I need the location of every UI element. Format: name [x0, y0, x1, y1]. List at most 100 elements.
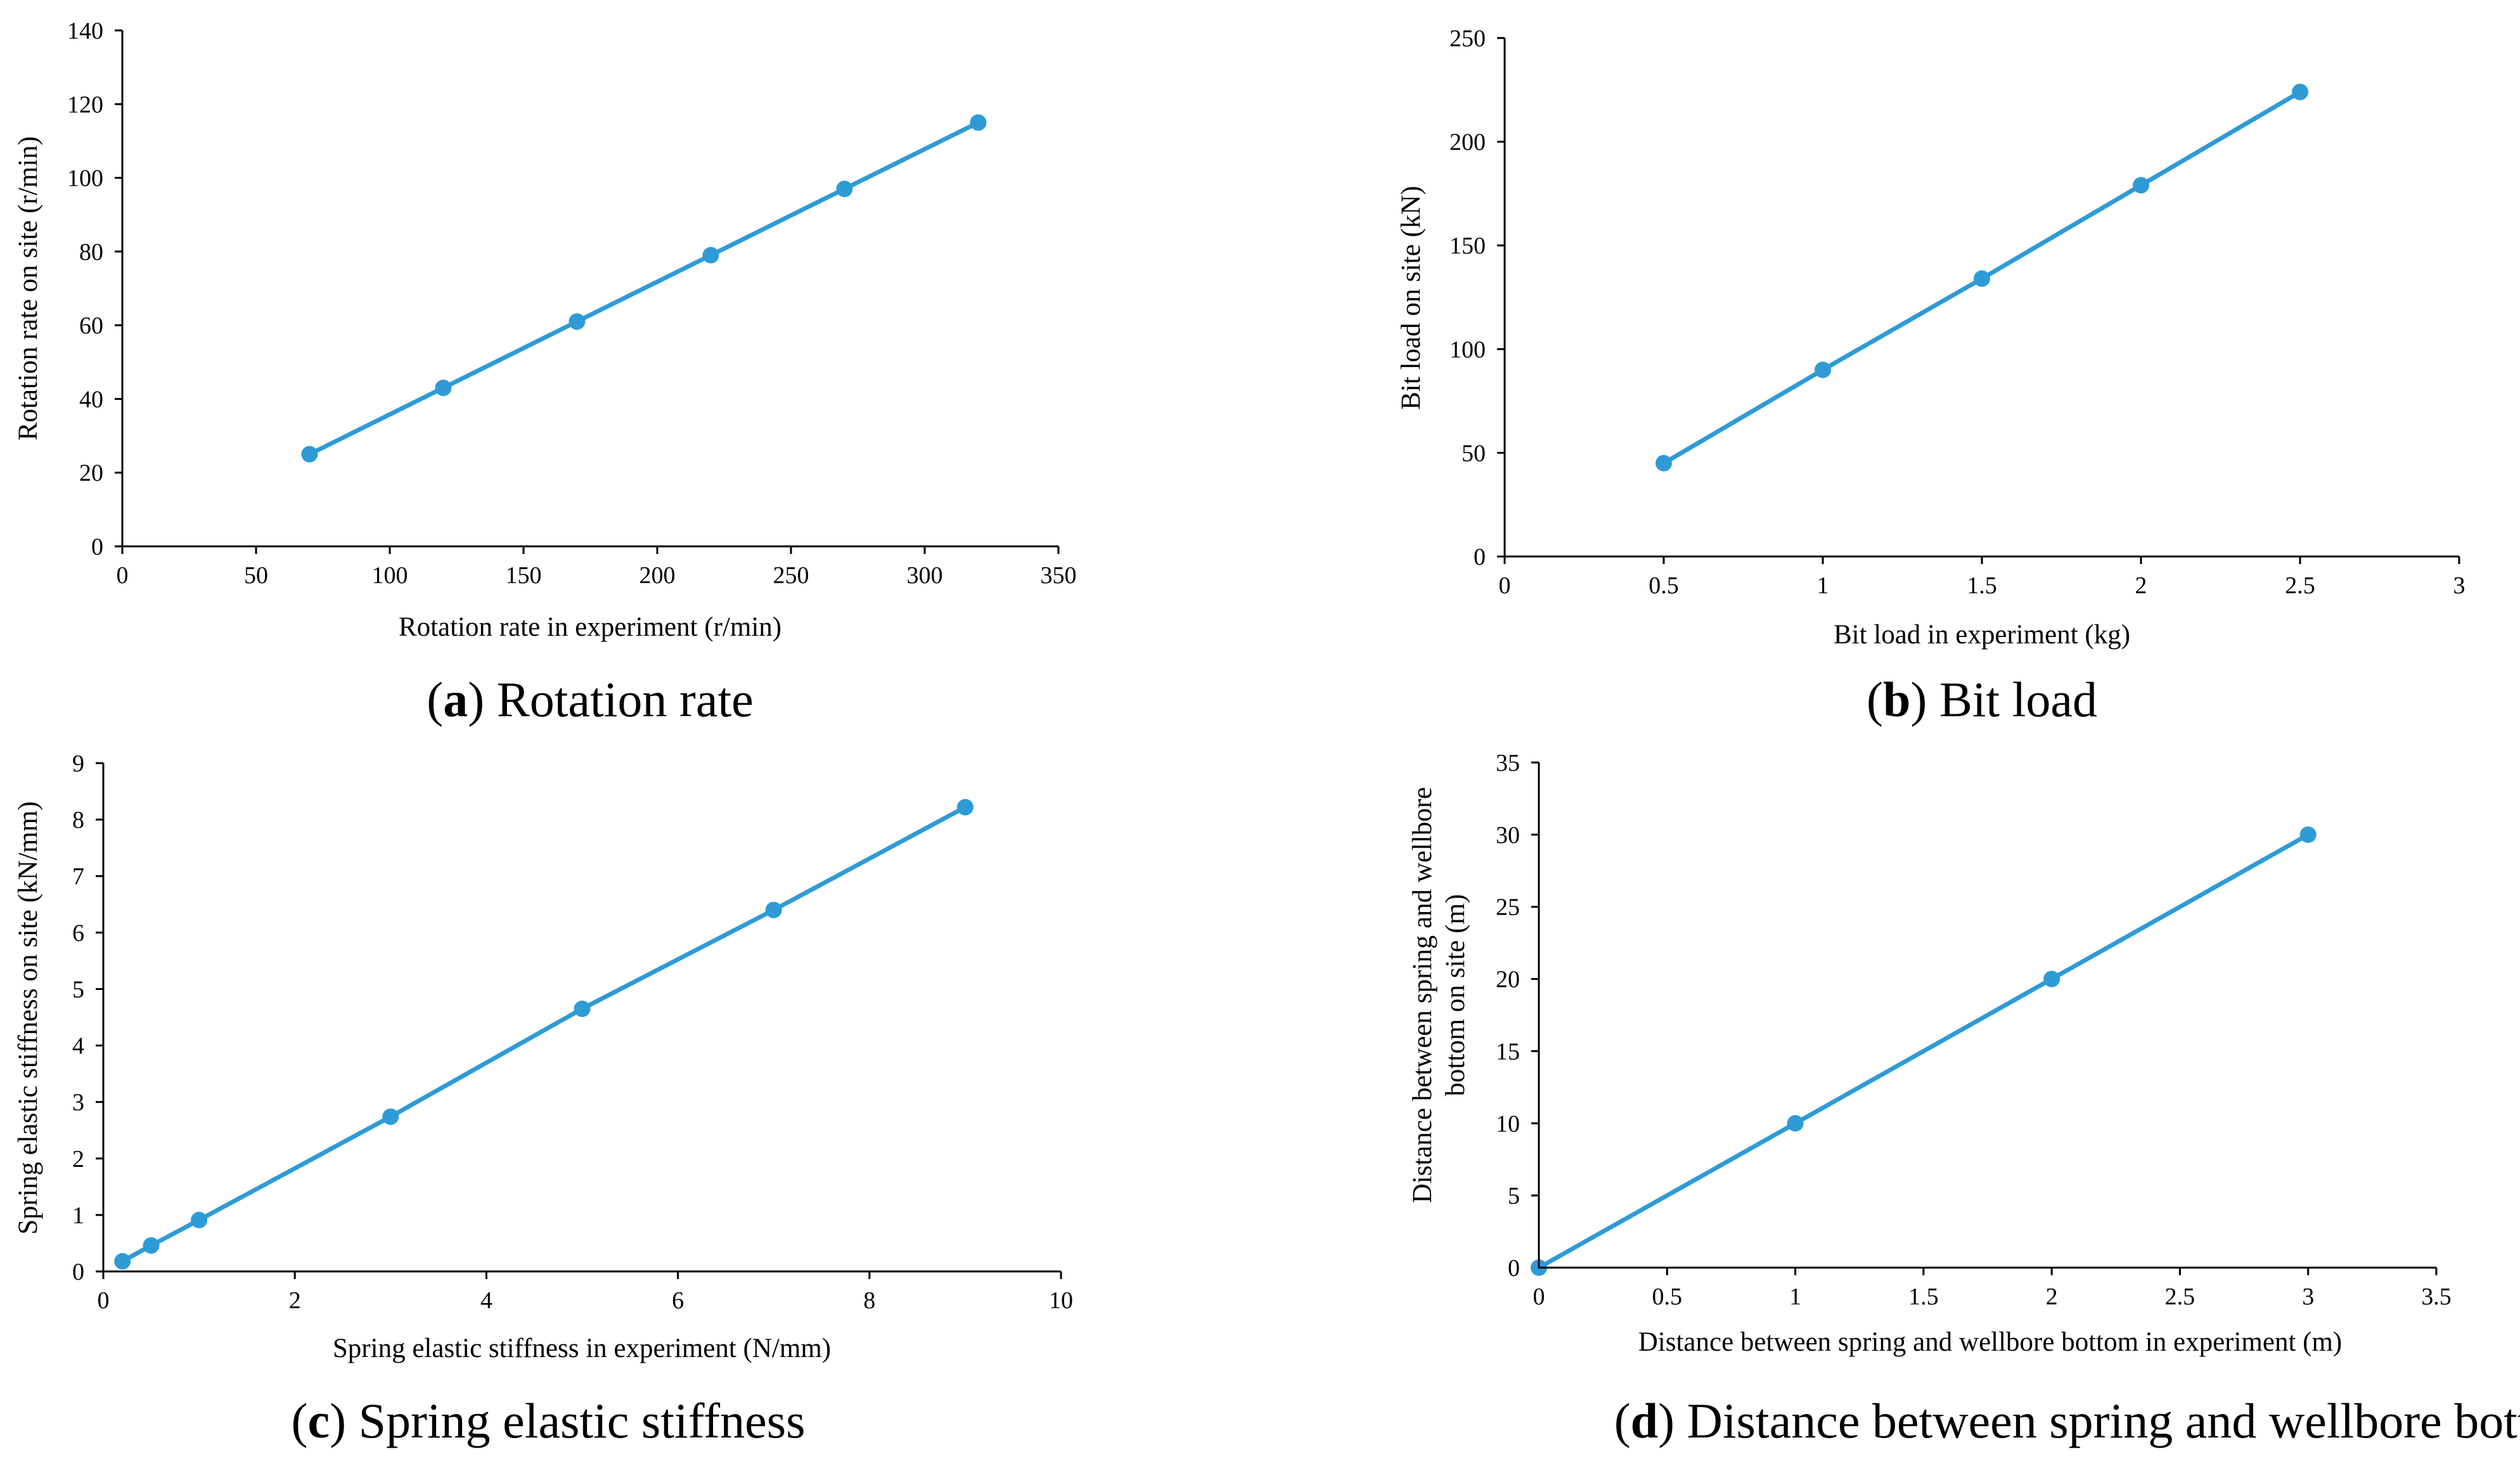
caption-text-d: Distance between spring and wellbore bot… — [1687, 1393, 2520, 1448]
x-tick-label-d: 1.5 — [1908, 1283, 1939, 1310]
panel-a: 0 20 40 60 80 100 120 140 0 50 100 150 200 250 300 350… — [13, 18, 1077, 727]
y-tick-label-c: 9 — [72, 750, 84, 777]
y-tick-label-d: 15 — [1496, 1038, 1520, 1065]
y-tick-label-c: 0 — [72, 1259, 84, 1285]
caption-a: (a) Rotation rate — [427, 672, 754, 727]
x-tick-label-d: 2 — [2046, 1283, 2058, 1310]
series-line-a — [308, 120, 979, 456]
x-tick-label-a: 350 — [1041, 562, 1077, 589]
caption-letter-d: d — [1631, 1393, 1658, 1448]
data-point-c — [956, 799, 974, 816]
x-tick-label-b: 0.5 — [1649, 572, 1679, 599]
x-tick-label-b: 2 — [2135, 572, 2147, 599]
y-tick-label-a: 0 — [91, 534, 103, 560]
x-tick-label-b: 3 — [2453, 572, 2465, 599]
x-tick-label-c: 6 — [672, 1287, 684, 1314]
axes-d — [1538, 762, 2436, 1269]
x-tick-label-d: 0 — [1533, 1283, 1545, 1310]
y-tick-label-d: 30 — [1496, 822, 1520, 849]
caption-c: (c) Spring elastic stiffness — [292, 1393, 806, 1448]
x-axis-label-c: Spring elastic stiffness in experiment (… — [333, 1334, 831, 1363]
caption-text-b: Bit load — [1939, 672, 2097, 727]
y-axis-label-b: Bit load on site (kN) — [1396, 186, 1426, 410]
axes-a — [121, 30, 1058, 548]
caption-letter-c: c — [308, 1393, 330, 1448]
x-tick-label-b: 1.5 — [1967, 572, 1997, 599]
y-tick-label-d: 20 — [1496, 967, 1520, 993]
x-axis-label-d-text: Distance between spring and wellbore bot… — [1638, 1327, 2343, 1357]
data-point-c — [382, 1108, 399, 1125]
data-point-c — [143, 1237, 160, 1254]
y-tick-label-c: 3 — [72, 1090, 84, 1116]
y-tick-label-c: 5 — [72, 976, 84, 1003]
y-axis-label-d-line2: bottom on site (m) — [1441, 894, 1470, 1097]
x-tick-label-d: 0.5 — [1652, 1283, 1683, 1310]
x-axis-label-a: Rotation rate in experiment (r/min) — [399, 612, 781, 642]
caption-letter-b: b — [1883, 672, 1910, 727]
x-tick-label-a: 200 — [640, 562, 676, 589]
data-point-a — [435, 379, 452, 396]
data-point-a — [970, 114, 987, 131]
data-point-b — [1655, 454, 1672, 472]
data-point-d — [2299, 826, 2317, 843]
y-tick-label-c: 4 — [72, 1033, 84, 1060]
data-point-b — [1974, 270, 1990, 287]
x-tick-label-a: 100 — [372, 562, 408, 589]
data-point-c — [765, 901, 782, 918]
x-tick-label-c: 10 — [1049, 1287, 1073, 1314]
data-point-b — [1815, 361, 1831, 378]
x-tick-label-d: 3.5 — [2421, 1283, 2452, 1310]
x-tick-label-b: 2.5 — [2285, 572, 2315, 599]
y-tick-label-d: 0 — [1508, 1255, 1520, 1282]
y-tick-label-a: 140 — [67, 18, 103, 44]
data-point-a — [569, 313, 586, 330]
caption-letter-a: a — [443, 672, 468, 727]
y-axis-label-d-line1: Distance between spring and wellbore — [1408, 787, 1437, 1204]
x-tick-label-b: 0 — [1499, 572, 1511, 599]
axes-b — [1503, 38, 2459, 558]
data-point-c — [114, 1252, 131, 1270]
data-point-d — [2043, 970, 2060, 987]
x-tick-label-c: 4 — [480, 1287, 492, 1314]
panel-b: 0 50 100 150 200 250 0 0.5 1 1.5 2 2.5 3 Bit load i… — [1396, 25, 2465, 727]
data-point-a — [836, 181, 853, 198]
x-axis-label-d: Distance between spring and wellbore bot… — [1638, 1327, 2343, 1357]
y-tick-label-b: 50 — [1462, 440, 1486, 466]
y-tick-label-b: 150 — [1450, 233, 1486, 259]
y-tick-label-a: 40 — [79, 386, 103, 413]
y-tick-label-d: 5 — [1508, 1183, 1520, 1209]
caption-d: (d) Distance between spring and wellbore… — [1614, 1393, 2520, 1448]
y-tick-label-d: 25 — [1496, 894, 1520, 921]
y-tick-label-a: 120 — [67, 91, 103, 118]
caption-text-c: Spring elastic stiffness — [359, 1393, 806, 1448]
caption-text-a: Rotation rate — [497, 672, 754, 727]
x-tick-label-a: 150 — [506, 562, 542, 589]
x-tick-label-c: 8 — [863, 1287, 875, 1314]
y-tick-label-a: 60 — [79, 312, 103, 339]
x-tick-label-d: 2.5 — [2165, 1283, 2195, 1310]
axes-c — [102, 763, 1061, 1273]
y-tick-label-b: 0 — [1474, 544, 1486, 570]
y-tick-label-c: 1 — [72, 1202, 84, 1229]
y-tick-label-a: 20 — [79, 460, 103, 487]
y-tick-label-d: 10 — [1496, 1110, 1520, 1137]
data-point-a — [301, 446, 318, 463]
series-line-c — [121, 805, 967, 1264]
y-tick-label-a: 80 — [79, 239, 103, 266]
y-tick-label-b: 200 — [1450, 129, 1486, 156]
data-point-c — [191, 1211, 208, 1228]
data-point-b — [2292, 84, 2308, 101]
x-tick-label-b: 1 — [1817, 572, 1829, 599]
x-tick-label-a: 300 — [907, 562, 943, 589]
y-tick-label-b: 250 — [1450, 25, 1486, 52]
x-tick-label-a: 250 — [773, 562, 809, 589]
x-axis-label-b: Bit load in experiment (kg) — [1834, 620, 2130, 650]
y-tick-label-c: 6 — [72, 920, 84, 946]
y-tick-label-b: 100 — [1450, 337, 1486, 363]
data-point-a — [702, 247, 719, 264]
y-tick-label-d: 35 — [1496, 750, 1520, 776]
panel-c: 0 1 2 3 4 5 6 7 8 9 0 2 4 6 8 10 Spring elastic stiffn… — [13, 750, 1073, 1448]
y-tick-label-c: 2 — [72, 1146, 84, 1173]
x-tick-label-a: 0 — [117, 562, 129, 589]
